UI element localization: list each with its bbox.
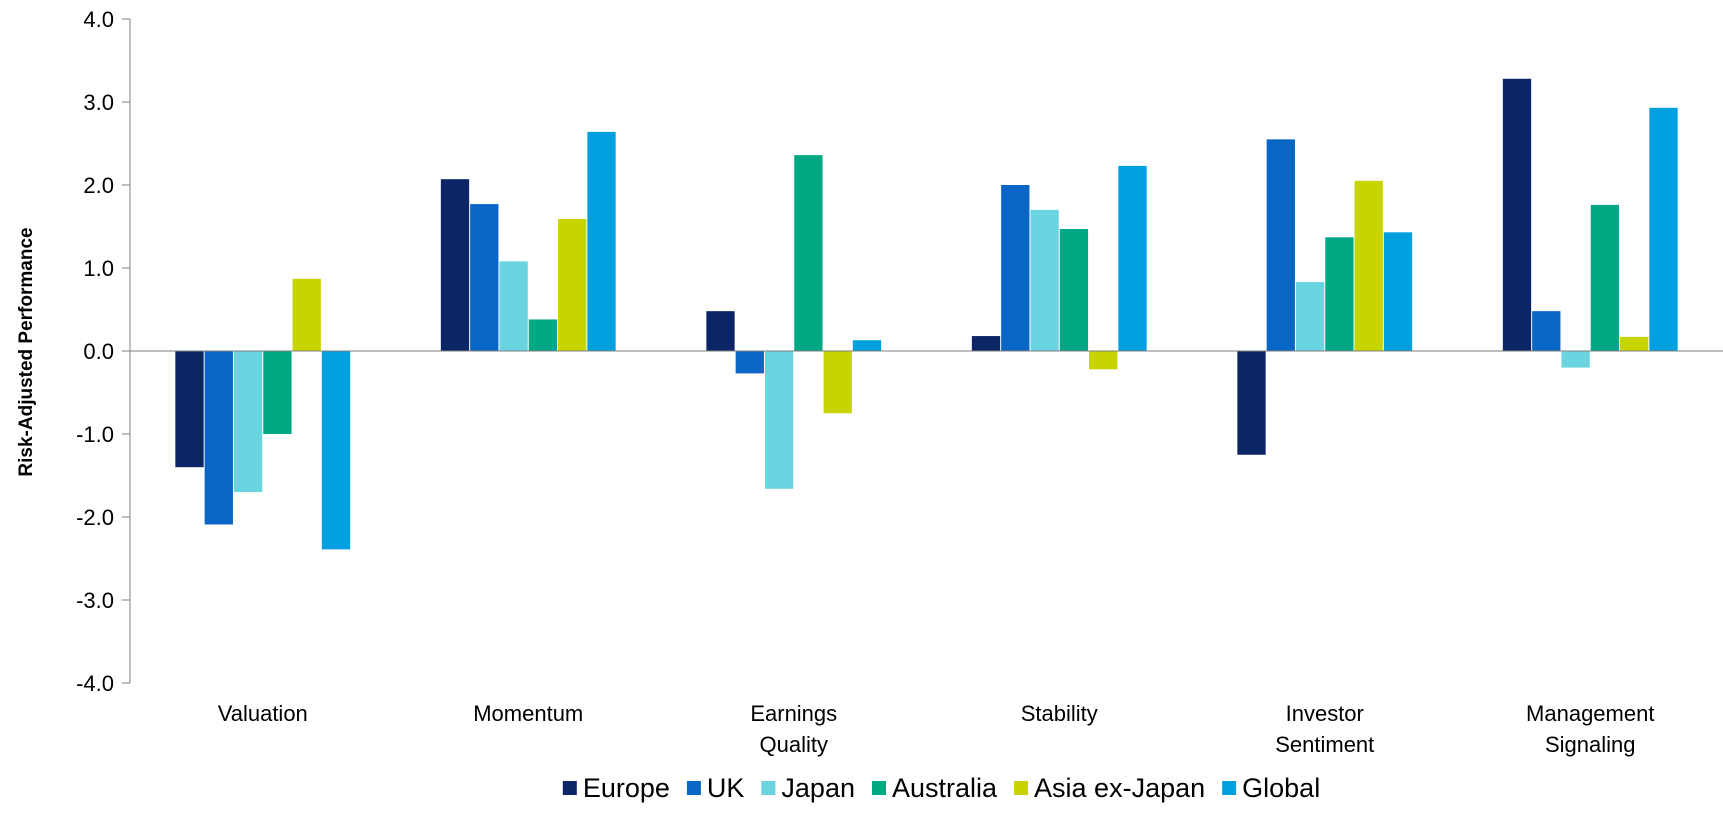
- legend-label-uk: UK: [707, 773, 745, 803]
- y-tick-label: -1.0: [76, 422, 114, 447]
- bar-japan-4: [1295, 282, 1325, 351]
- bar-asia-ex-japan-1: [558, 219, 587, 351]
- category-label-line: Quality: [760, 732, 828, 757]
- bar-uk-3: [1001, 185, 1030, 351]
- legend: Europe UK Japan Australia Asia ex-Japan Globa…: [562, 773, 1320, 803]
- category-label-line: Signaling: [1545, 732, 1636, 757]
- category-label-line: Stability: [1021, 701, 1098, 726]
- category-label-line: Investor: [1286, 701, 1364, 726]
- category-label: Investor Sentiment: [1275, 701, 1374, 757]
- y-tick-label: 1.0: [83, 256, 114, 281]
- legend-label-australia: Australia: [892, 773, 998, 803]
- category-labels: Valuation Momentum Earnings Quality Stabilit…: [218, 701, 1655, 757]
- bar-japan-5: [1561, 351, 1590, 368]
- category-label-line: Momentum: [473, 701, 583, 726]
- bar-uk-4: [1266, 139, 1295, 351]
- category-label: Management Signaling: [1526, 701, 1654, 757]
- bar-global-5: [1649, 107, 1678, 351]
- legend-swatch-australia: [871, 781, 886, 795]
- legend-swatch-europe: [562, 781, 577, 795]
- bar-global-2: [852, 340, 882, 351]
- y-tick-label: 4.0: [83, 7, 114, 32]
- bar-europe-2: [706, 311, 735, 351]
- y-tick-label: 2.0: [83, 173, 114, 198]
- bar-uk-0: [204, 351, 233, 525]
- bar-uk-5: [1532, 311, 1561, 351]
- legend-swatch-global: [1222, 781, 1237, 795]
- category-label: Valuation: [218, 701, 308, 726]
- bar-global-0: [321, 351, 351, 550]
- bar-australia-4: [1325, 237, 1354, 351]
- bar-global-1: [587, 131, 616, 351]
- bars: [175, 78, 1678, 550]
- y-tick-label: 0.0: [83, 339, 114, 364]
- y-tick-label: -3.0: [76, 588, 114, 613]
- y-axis-label: Risk-Adjusted Performance: [16, 227, 37, 476]
- legend-label-asia-ex-japan: Asia ex-Japan: [1034, 773, 1205, 803]
- bar-australia-5: [1590, 204, 1620, 351]
- bar-asia-ex-japan-5: [1620, 336, 1649, 351]
- bar-australia-2: [794, 155, 823, 351]
- bar-australia-0: [263, 351, 292, 434]
- bar-asia-ex-japan-0: [292, 278, 321, 351]
- category-label: Momentum: [473, 701, 583, 726]
- legend-swatch-japan: [761, 781, 776, 795]
- legend-swatch-uk: [686, 781, 701, 795]
- legend-label-europe: Europe: [583, 773, 670, 803]
- bar-asia-ex-japan-4: [1354, 180, 1383, 351]
- legend-label-global: Global: [1242, 773, 1320, 803]
- y-axis: -4.0 -3.0 -2.0 -1.0 0.0 1.0 2.0 3.0 4.0: [76, 7, 131, 696]
- category-label-line: Earnings: [750, 701, 837, 726]
- category-label: Stability: [1021, 701, 1098, 726]
- legend-label-japan: Japan: [781, 773, 855, 803]
- category-label-line: Valuation: [218, 701, 308, 726]
- y-tick-label: 3.0: [83, 90, 114, 115]
- bar-asia-ex-japan-2: [823, 351, 852, 414]
- bar-australia-1: [528, 319, 558, 351]
- bar-global-3: [1118, 165, 1147, 351]
- bar-australia-3: [1059, 228, 1089, 351]
- bar-japan-1: [499, 261, 528, 351]
- bar-global-4: [1383, 232, 1413, 351]
- bar-europe-1: [440, 179, 470, 351]
- bar-europe-0: [175, 351, 204, 468]
- category-label-line: Sentiment: [1275, 732, 1374, 757]
- bar-japan-3: [1030, 209, 1059, 351]
- bar-uk-2: [735, 351, 764, 374]
- y-tick-label: -4.0: [76, 671, 114, 696]
- bar-europe-4: [1237, 351, 1266, 455]
- bar-asia-ex-japan-3: [1089, 351, 1118, 370]
- bar-japan-0: [233, 351, 263, 493]
- y-tick-label: -2.0: [76, 505, 114, 530]
- bar-europe-5: [1502, 78, 1532, 351]
- bar-japan-2: [764, 351, 794, 489]
- category-label: Earnings Quality: [750, 701, 837, 757]
- bar-europe-3: [971, 336, 1001, 351]
- legend-swatch-asia-ex-japan: [1014, 781, 1029, 795]
- category-label-line: Management: [1526, 701, 1654, 726]
- bar-uk-1: [470, 204, 499, 351]
